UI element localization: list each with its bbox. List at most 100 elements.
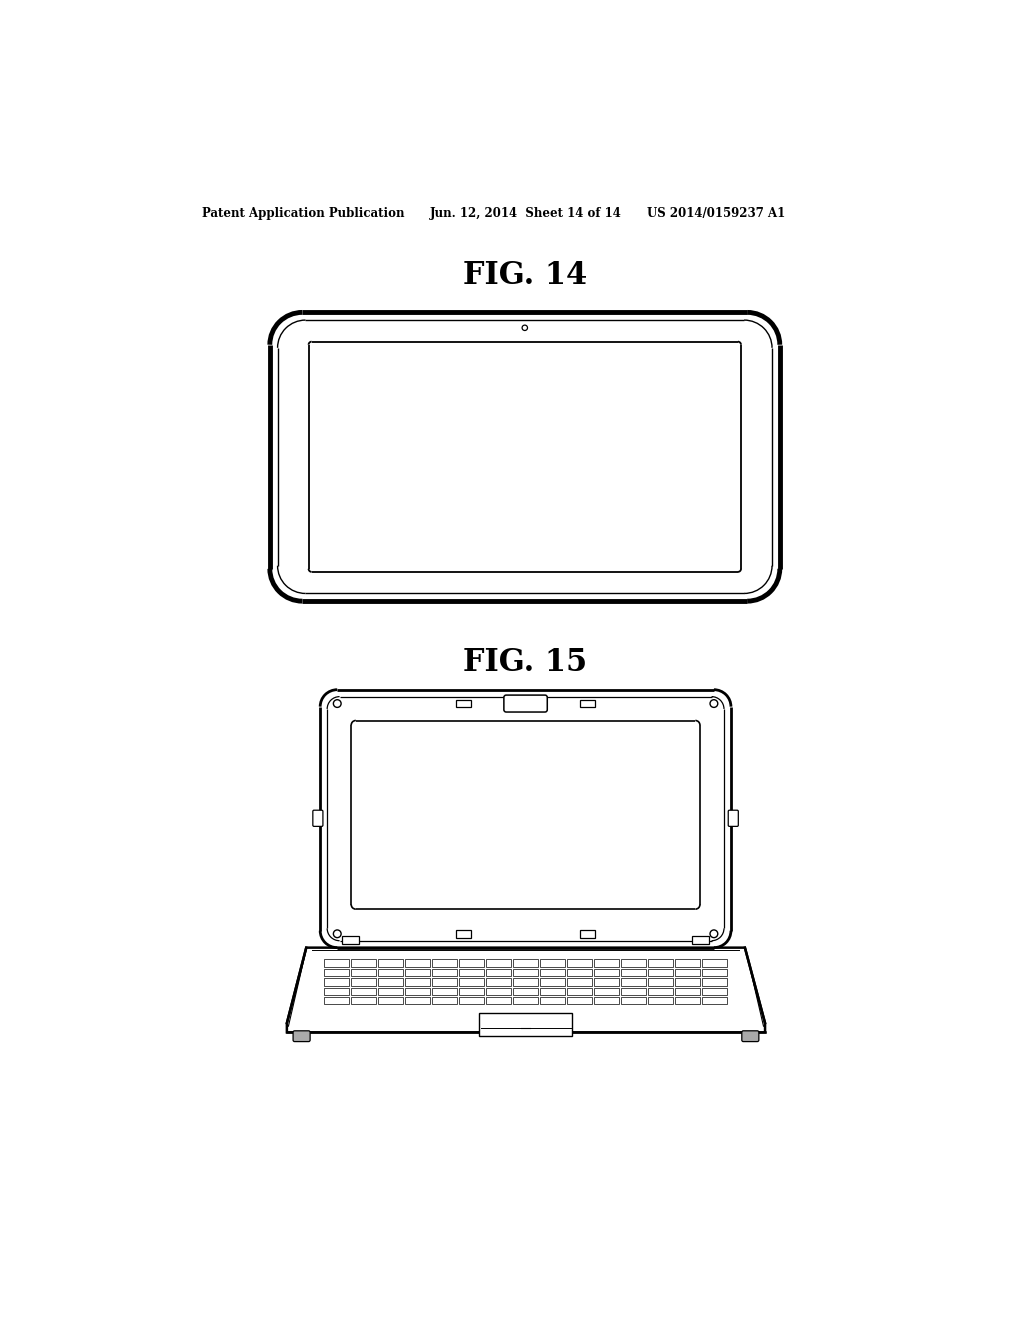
Bar (456, 700, 471, 708)
Bar (648, 997, 673, 1005)
Bar (325, 960, 349, 966)
Bar (701, 997, 727, 1005)
Bar (406, 960, 430, 966)
Bar (648, 987, 673, 995)
Bar (621, 960, 646, 966)
Bar (351, 978, 376, 986)
Polygon shape (287, 948, 765, 1032)
Bar (580, 929, 595, 937)
Bar (378, 997, 403, 1005)
Bar (321, 689, 731, 948)
Bar (594, 987, 618, 995)
Bar (675, 987, 700, 995)
FancyBboxPatch shape (293, 1031, 310, 1041)
Bar (406, 978, 430, 986)
Bar (675, 997, 700, 1005)
Bar (594, 978, 618, 986)
Bar (406, 997, 430, 1005)
Circle shape (334, 700, 341, 708)
Bar (594, 960, 618, 966)
Bar (486, 960, 511, 966)
Bar (406, 987, 430, 995)
Text: Jun. 12, 2014  Sheet 14 of 14: Jun. 12, 2014 Sheet 14 of 14 (430, 207, 623, 220)
FancyBboxPatch shape (728, 810, 738, 826)
Bar (459, 997, 484, 1005)
FancyBboxPatch shape (741, 1031, 759, 1041)
Bar (342, 936, 359, 944)
Text: Patent Application Publication: Patent Application Publication (202, 207, 404, 220)
Bar (621, 969, 646, 977)
FancyBboxPatch shape (313, 810, 323, 826)
Bar (648, 960, 673, 966)
Bar (621, 978, 646, 986)
Bar (351, 960, 376, 966)
Bar (701, 969, 727, 977)
Bar (540, 997, 565, 1005)
Bar (540, 960, 565, 966)
Bar (270, 313, 779, 601)
Bar (621, 987, 646, 995)
Bar (479, 1014, 572, 1036)
Bar (513, 987, 538, 995)
Bar (378, 987, 403, 995)
Bar (325, 987, 349, 995)
Bar (567, 960, 592, 966)
Bar (513, 960, 538, 966)
Circle shape (710, 929, 718, 937)
Circle shape (710, 700, 718, 708)
Bar (459, 960, 484, 966)
Bar (540, 987, 565, 995)
Bar (540, 978, 565, 986)
Bar (486, 978, 511, 986)
Bar (701, 987, 727, 995)
Bar (459, 978, 484, 986)
Bar (675, 978, 700, 986)
Bar (701, 960, 727, 966)
Bar (432, 960, 457, 966)
Bar (378, 969, 403, 977)
Bar (378, 960, 403, 966)
Bar (351, 987, 376, 995)
Bar (513, 978, 538, 986)
Bar (325, 978, 349, 986)
Bar (378, 978, 403, 986)
Text: US 2014/0159237 A1: US 2014/0159237 A1 (647, 207, 785, 220)
Bar (594, 969, 618, 977)
Bar (486, 987, 511, 995)
Bar (456, 929, 471, 937)
Bar (648, 969, 673, 977)
Bar (692, 936, 710, 944)
Bar (567, 969, 592, 977)
Bar (513, 969, 538, 977)
Circle shape (334, 929, 341, 937)
Bar (567, 997, 592, 1005)
Bar (701, 978, 727, 986)
Bar (432, 978, 457, 986)
FancyBboxPatch shape (504, 696, 547, 711)
Text: FIG. 15: FIG. 15 (463, 647, 587, 678)
Bar (325, 997, 349, 1005)
Bar (621, 997, 646, 1005)
Bar (675, 969, 700, 977)
Bar (540, 969, 565, 977)
Bar (580, 700, 595, 708)
Bar (432, 969, 457, 977)
Bar (432, 997, 457, 1005)
Bar (594, 997, 618, 1005)
Bar (351, 969, 376, 977)
Bar (675, 960, 700, 966)
Bar (486, 997, 511, 1005)
Bar (648, 978, 673, 986)
Bar (459, 969, 484, 977)
Circle shape (522, 325, 527, 330)
Bar (432, 987, 457, 995)
Text: FIG. 14: FIG. 14 (463, 260, 587, 290)
Bar (486, 969, 511, 977)
Bar (567, 978, 592, 986)
Bar (459, 987, 484, 995)
Bar (513, 997, 538, 1005)
Bar (406, 969, 430, 977)
Bar (325, 969, 349, 977)
Bar (351, 997, 376, 1005)
Bar (567, 987, 592, 995)
